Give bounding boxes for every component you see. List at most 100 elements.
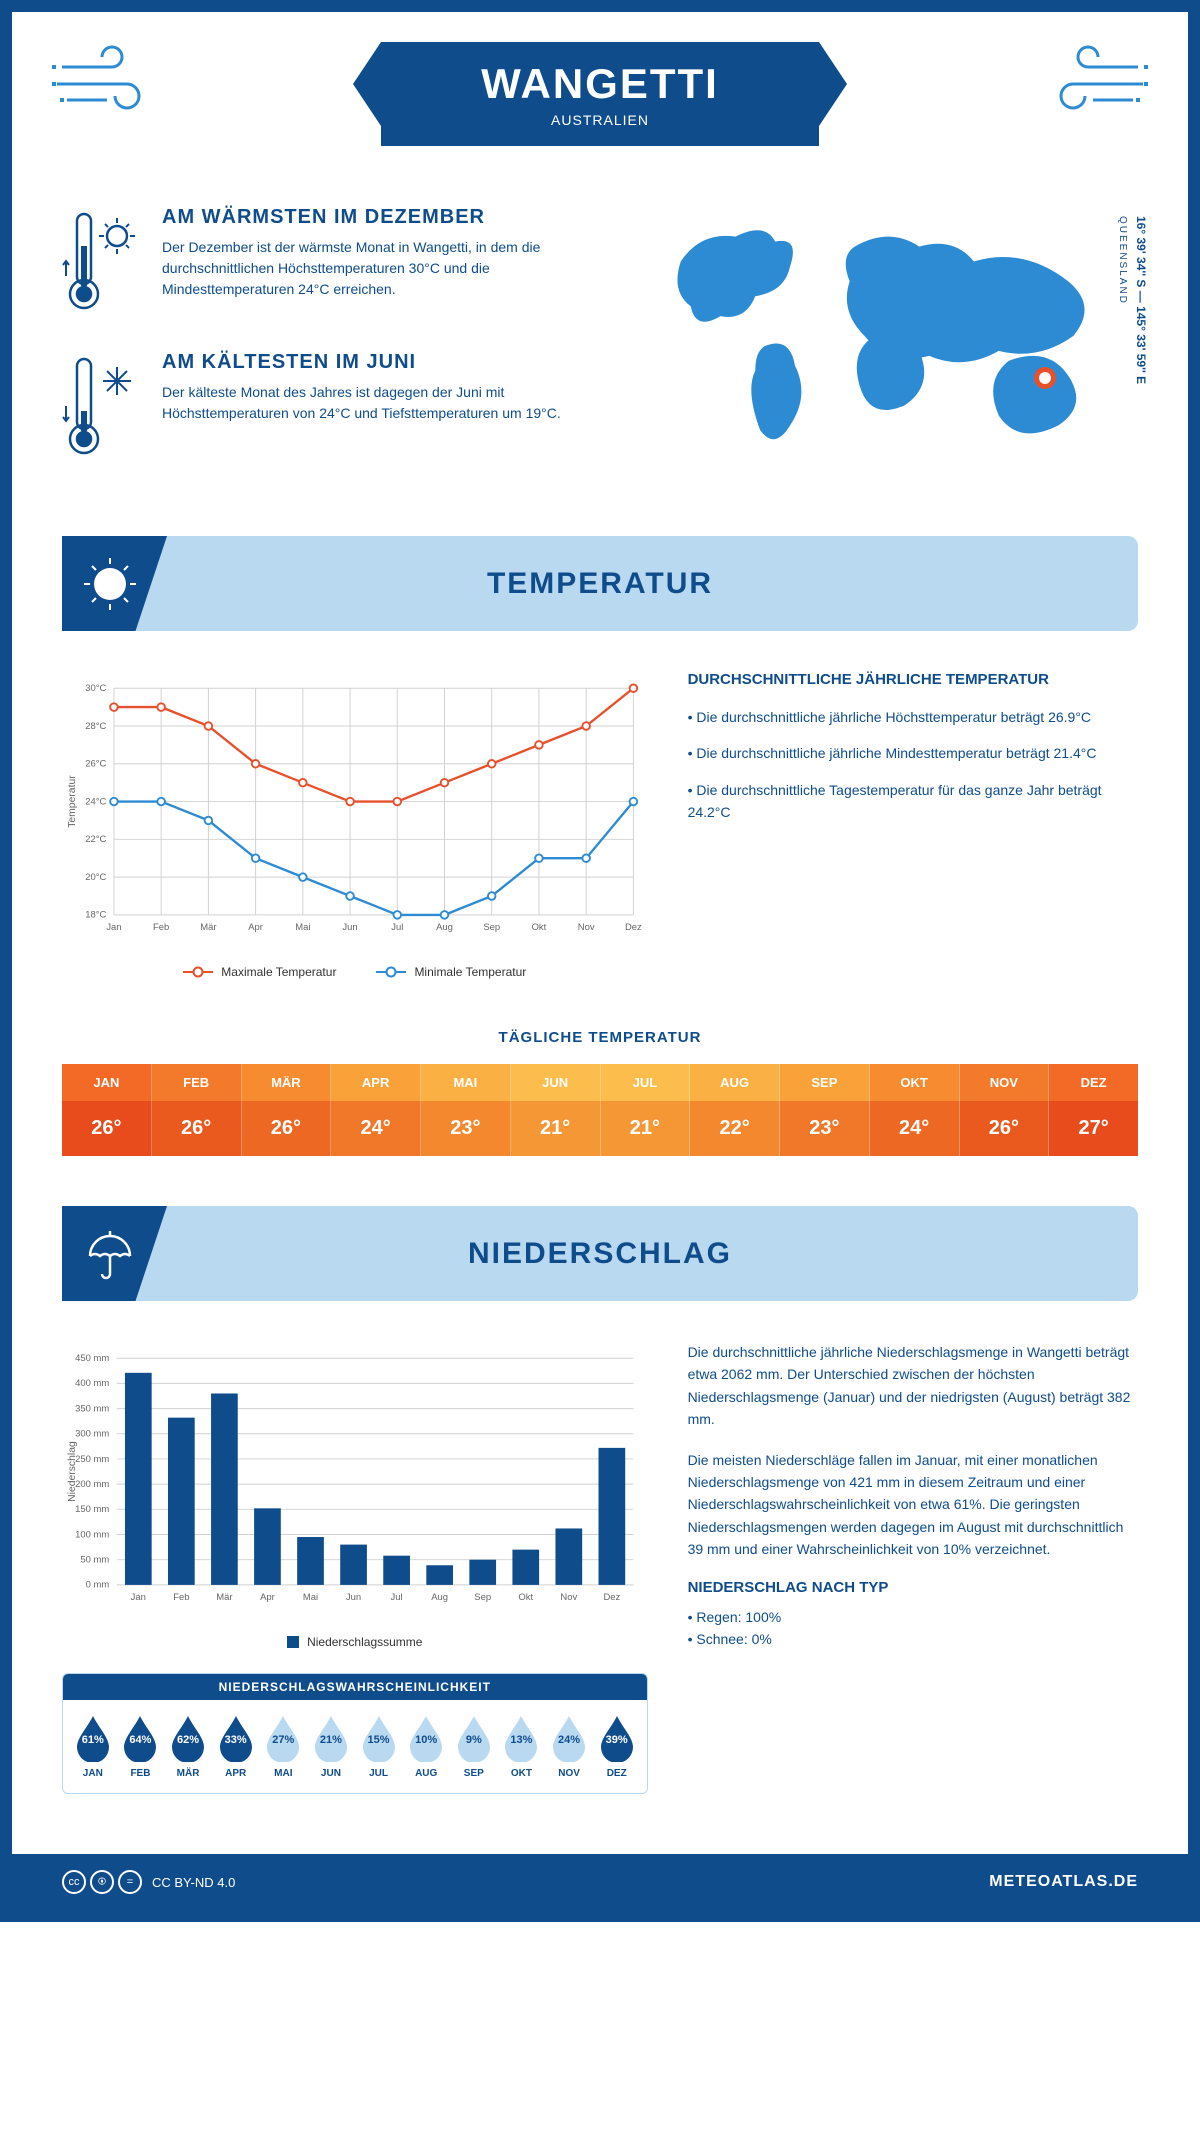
sun-icon xyxy=(62,536,167,631)
drop-icon: 13% xyxy=(501,1714,541,1762)
svg-text:400 mm: 400 mm xyxy=(75,1378,109,1389)
svg-text:Apr: Apr xyxy=(248,922,263,933)
svg-text:Mai: Mai xyxy=(295,922,310,933)
svg-text:Mai: Mai xyxy=(303,1592,318,1603)
daily-month-cell: MAI xyxy=(421,1064,511,1101)
temp-info-b1: • Die durchschnittliche jährliche Höchst… xyxy=(688,706,1138,728)
daily-month-cell: SEP xyxy=(780,1064,870,1101)
drop-icon: 62% xyxy=(168,1714,208,1762)
svg-text:22°C: 22°C xyxy=(85,834,106,845)
daily-month-cell: AUG xyxy=(690,1064,780,1101)
title-banner: WANGETTI AUSTRALIEN xyxy=(381,42,819,146)
drop-icon: 61% xyxy=(73,1714,113,1762)
svg-text:50 mm: 50 mm xyxy=(80,1555,109,1566)
svg-text:Apr: Apr xyxy=(260,1592,275,1603)
daily-value-cell: 23° xyxy=(421,1101,511,1156)
svg-text:Okt: Okt xyxy=(518,1592,533,1603)
svg-text:Jan: Jan xyxy=(131,1592,146,1603)
intro-section: AM WÄRMSTEN IM DEZEMBER Der Dezember ist… xyxy=(12,206,1188,536)
svg-text:350 mm: 350 mm xyxy=(75,1403,109,1414)
daily-month-cell: JUL xyxy=(601,1064,691,1101)
prob-item: 13% OKT xyxy=(498,1714,546,1779)
warmest-title: AM WÄRMSTEN IM DEZEMBER xyxy=(162,206,611,229)
prob-item: 21% JUN xyxy=(307,1714,355,1779)
temperature-section-title: TEMPERATUR xyxy=(487,567,713,601)
daily-month-cell: DEZ xyxy=(1049,1064,1138,1101)
drop-icon: 27% xyxy=(263,1714,303,1762)
temperature-line-chart: 18°C20°C22°C24°C26°C28°C30°CJanFebMärApr… xyxy=(62,671,648,951)
wind-icon xyxy=(1038,42,1148,127)
wind-icon xyxy=(52,42,162,127)
daily-month-cell: NOV xyxy=(960,1064,1050,1101)
prob-item: 9% SEP xyxy=(450,1714,498,1779)
precip-section-title: NIEDERSCHLAG xyxy=(468,1237,732,1271)
location-subtitle: AUSTRALIEN xyxy=(481,112,719,128)
daily-month-cell: MÄR xyxy=(242,1064,332,1101)
svg-text:30°C: 30°C xyxy=(85,683,106,694)
prob-item: 62% MÄR xyxy=(164,1714,212,1779)
warmest-text: Der Dezember ist der wärmste Monat in Wa… xyxy=(162,237,611,300)
coldest-block: AM KÄLTESTEN IM JUNI Der kälteste Monat … xyxy=(62,351,611,466)
svg-text:150 mm: 150 mm xyxy=(75,1504,109,1515)
daily-month-cell: JUN xyxy=(511,1064,601,1101)
temp-info-b3: • Die durchschnittliche Tagestemperatur … xyxy=(688,779,1138,824)
drop-icon: 64% xyxy=(120,1714,160,1762)
daily-value-cell: 21° xyxy=(601,1101,691,1156)
precip-text1: Die durchschnittliche jährliche Niedersc… xyxy=(688,1341,1138,1431)
drop-icon: 9% xyxy=(454,1714,494,1762)
svg-text:Niederschlag: Niederschlag xyxy=(67,1441,78,1502)
drop-icon: 10% xyxy=(406,1714,446,1762)
footer: cc 🅯 = CC BY-ND 4.0 METEOATLAS.DE xyxy=(12,1854,1188,1910)
intro-text-column: AM WÄRMSTEN IM DEZEMBER Der Dezember ist… xyxy=(62,206,611,496)
license-block: cc 🅯 = CC BY-ND 4.0 xyxy=(62,1870,235,1894)
by-icon: 🅯 xyxy=(90,1870,114,1894)
temperature-legend: Maximale Temperatur Minimale Temperatur xyxy=(62,965,648,979)
temperature-chart-area: 18°C20°C22°C24°C26°C28°C30°CJanFebMärApr… xyxy=(62,671,648,979)
daily-value-cell: 26° xyxy=(960,1101,1050,1156)
precip-prob-title: NIEDERSCHLAGSWAHRSCHEINLICHKEIT xyxy=(63,1674,647,1700)
prob-item: 27% MAI xyxy=(260,1714,308,1779)
prob-item: 39% DEZ xyxy=(593,1714,641,1779)
drop-icon: 15% xyxy=(359,1714,399,1762)
svg-text:20°C: 20°C xyxy=(85,872,106,883)
prob-month-label: MÄR xyxy=(164,1768,212,1779)
license-text: CC BY-ND 4.0 xyxy=(152,1875,235,1890)
precip-info: Die durchschnittliche jährliche Niedersc… xyxy=(688,1341,1138,1794)
thermometer-cold-icon xyxy=(62,351,142,466)
daily-value-cell: 23° xyxy=(780,1101,870,1156)
precip-text2: Die meisten Niederschläge fallen im Janu… xyxy=(688,1449,1138,1561)
svg-text:Jun: Jun xyxy=(346,1592,361,1603)
drop-icon: 33% xyxy=(216,1714,256,1762)
daily-month-cell: JAN xyxy=(62,1064,152,1101)
svg-text:Jan: Jan xyxy=(106,922,121,933)
header: WANGETTI AUSTRALIEN xyxy=(12,12,1188,206)
prob-month-label: JUL xyxy=(355,1768,403,1779)
precip-type-title: NIEDERSCHLAG NACH TYP xyxy=(688,1579,1138,1596)
svg-text:Aug: Aug xyxy=(436,922,453,933)
prob-month-label: DEZ xyxy=(593,1768,641,1779)
thermometer-hot-icon xyxy=(62,206,142,321)
svg-text:200 mm: 200 mm xyxy=(75,1479,109,1490)
daily-value-cell: 27° xyxy=(1049,1101,1138,1156)
coldest-text: Der kälteste Monat des Jahres ist dagege… xyxy=(162,382,611,424)
prob-item: 33% APR xyxy=(212,1714,260,1779)
daily-value-cell: 24° xyxy=(870,1101,960,1156)
precip-legend: Niederschlagssumme xyxy=(62,1635,648,1649)
svg-text:Nov: Nov xyxy=(560,1592,577,1603)
precip-legend-label: Niederschlagssumme xyxy=(307,1635,422,1649)
temperature-info: DURCHSCHNITTLICHE JÄHRLICHE TEMPERATUR •… xyxy=(688,671,1138,979)
daily-value-cell: 24° xyxy=(331,1101,421,1156)
prob-month-label: AUG xyxy=(402,1768,450,1779)
map-marker-icon xyxy=(1034,367,1056,389)
prob-item: 64% FEB xyxy=(117,1714,165,1779)
prob-month-label: APR xyxy=(212,1768,260,1779)
svg-text:100 mm: 100 mm xyxy=(75,1529,109,1540)
svg-text:250 mm: 250 mm xyxy=(75,1454,109,1465)
drop-icon: 21% xyxy=(311,1714,351,1762)
temperature-header: TEMPERATUR xyxy=(62,536,1138,631)
daily-month-cell: OKT xyxy=(870,1064,960,1101)
svg-text:Nov: Nov xyxy=(578,922,595,933)
prob-month-label: OKT xyxy=(498,1768,546,1779)
svg-text:Mär: Mär xyxy=(200,922,216,933)
svg-text:24°C: 24°C xyxy=(85,796,106,807)
